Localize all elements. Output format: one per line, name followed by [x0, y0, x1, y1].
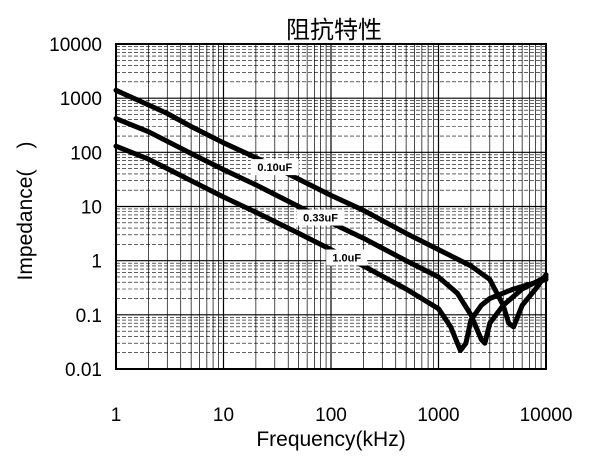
x-tick-label: 10000 [520, 405, 573, 426]
y-tick-label: 10 [81, 198, 102, 219]
series-line-2 [113, 116, 549, 346]
x-tick-label: 1 [111, 405, 122, 426]
y-tick-label: 1 [91, 252, 102, 273]
x-tick-label: 10 [213, 405, 234, 426]
series-label-3: 1.0uF [332, 253, 361, 265]
chart-title: 阻抗特性 [286, 17, 382, 44]
x-tick-labels: 1 10 100 1000 10000 [111, 405, 573, 426]
series-line-3 [113, 143, 549, 353]
y-tick-label: 0.1 [76, 306, 102, 327]
series-lines [113, 87, 549, 353]
x-tick-label: 100 [315, 405, 347, 426]
grid [115, 44, 546, 370]
y-tick-label: 10000 [49, 35, 102, 56]
series-line-1 [113, 87, 549, 330]
series-label-2: 0.33uF [303, 213, 338, 225]
y-tick-label: 0.01 [65, 360, 102, 381]
series-label-bg [326, 249, 368, 266]
y-tick-label: 100 [70, 143, 102, 164]
x-axis-label: Frequency(kHz) [256, 428, 405, 451]
series-labels: 0.10uF 0.33uF 1.0uF [250, 159, 368, 266]
series-label-1: 0.10uF [257, 162, 292, 174]
x-tick-label: 1000 [417, 405, 459, 426]
series-label-bg [250, 159, 299, 176]
y-axis-label: Impedance( ) [14, 142, 37, 281]
series-label-bg [296, 209, 345, 226]
y-tick-label: 1000 [60, 89, 102, 110]
y-tick-labels: 10000 1000 100 10 1 0.1 0.01 [49, 35, 102, 381]
plot-frame [115, 43, 547, 370]
